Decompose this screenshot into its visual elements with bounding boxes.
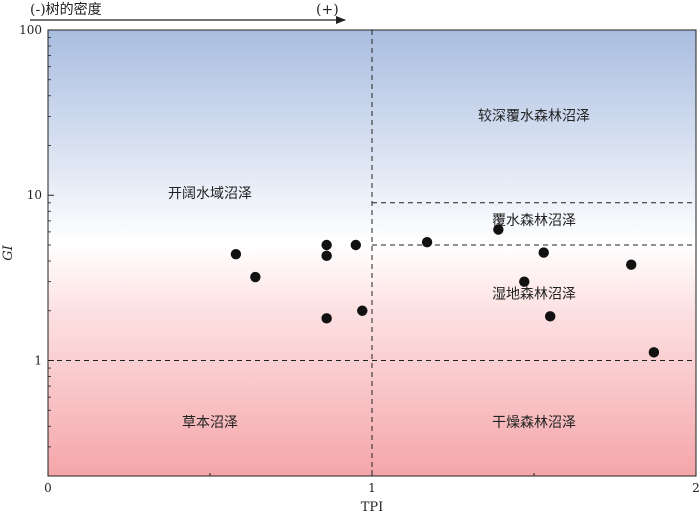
data-point (493, 224, 504, 235)
y-tick-label: 1 (34, 353, 42, 367)
density-arrow-left-label: (-)树的密度 (30, 1, 102, 18)
density-arrow-right-label: (+) (316, 2, 339, 18)
zone-label: 草本沼泽 (182, 415, 238, 431)
zone-label: 开阔水域沼泽 (168, 186, 252, 202)
zone-label: 较深覆水森林沼泽 (478, 108, 590, 124)
data-point (648, 347, 660, 358)
x-tick-label: 2 (692, 481, 700, 495)
zone-label: 覆水森林沼泽 (492, 213, 576, 229)
y-axis-label: GI (1, 244, 16, 260)
y-tick-label: 100 (19, 23, 42, 37)
data-point (350, 239, 361, 251)
data-point (626, 259, 637, 270)
data-point (321, 239, 332, 251)
data-point (321, 313, 332, 324)
y-tick-label: 10 (27, 188, 42, 202)
zone-label: 湿地森林沼泽 (492, 287, 576, 303)
data-point (545, 311, 556, 322)
data-point (519, 276, 530, 287)
x-axis-label: TPI (361, 500, 384, 513)
x-tick-label: 0 (44, 481, 52, 495)
data-point (250, 271, 261, 283)
zone-label: 干燥森林沼泽 (492, 415, 576, 431)
data-point (321, 250, 332, 262)
x-tick-label: 1 (368, 481, 376, 495)
data-point (538, 247, 549, 258)
data-point (421, 236, 433, 248)
data-point (357, 305, 368, 316)
data-point (230, 248, 242, 260)
